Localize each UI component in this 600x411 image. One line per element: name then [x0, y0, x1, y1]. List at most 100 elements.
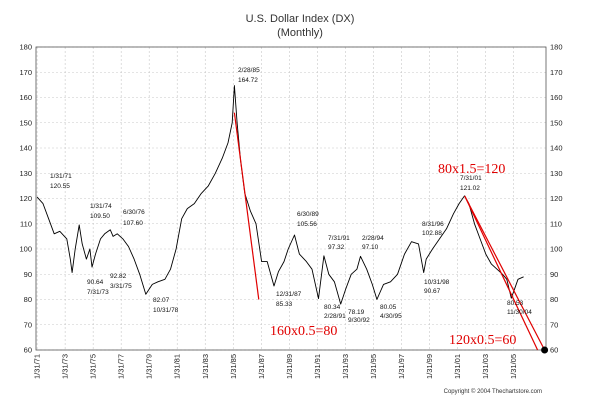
x-tick-12: 1/31/95 — [369, 354, 378, 379]
x-tick-16: 1/31/03 — [481, 354, 490, 379]
x-tick-3: 1/31/77 — [117, 354, 126, 379]
annotation-date-11: 9/30/92 — [348, 317, 370, 324]
y-axis-right: 60 70 80 90 100 110 120 130 140 150 160 170 180 — [550, 43, 563, 355]
y-tick-left-60: 60 — [24, 346, 32, 355]
note-80x1.5: 80x1.5=120 — [438, 162, 505, 177]
x-tick-0: 1/31/71 — [33, 354, 42, 379]
copyright-text: Copyright © 2004 Thechartstore.com — [444, 388, 542, 395]
annotation-date-8: 6/30/89 — [297, 211, 319, 218]
annotation-value-9: 97.32 — [328, 244, 345, 251]
annotation-date-16: 7/31/01 — [460, 175, 482, 182]
x-tick-6: 1/31/83 — [201, 354, 210, 379]
y-tick-right-160: 160 — [550, 93, 563, 102]
x-tick-5: 1/31/81 — [173, 354, 182, 379]
y-tick-right-180: 180 — [550, 43, 563, 52]
x-tick-9: 1/31/89 — [285, 354, 294, 379]
x-tick-2: 1/31/75 — [89, 354, 98, 379]
annotation-value-4: 107.60 — [123, 220, 143, 227]
annotation-value-14: 102.88 — [422, 230, 442, 237]
chart-subtitle: (Monthly) — [277, 27, 323, 39]
y-tick-left-80: 80 — [24, 295, 32, 304]
y-tick-right-130: 130 — [550, 169, 563, 178]
annotation-value-0: 120.55 — [50, 183, 70, 190]
annotation-date-1: 1/31/74 — [90, 203, 112, 210]
annotation-date-14: 8/31/96 — [422, 221, 444, 228]
annotation-date-17: 11/30/04 — [507, 309, 532, 316]
annotation-value-17: 80.53 — [507, 300, 524, 307]
annotation-date-9: 7/31/91 — [328, 235, 350, 242]
annotation-value-3: 92.82 — [110, 273, 127, 280]
chart-title: U.S. Dollar Index (DX) — [246, 13, 355, 25]
annotation-date-13: 4/30/95 — [380, 313, 402, 320]
y-tick-right-60: 60 — [550, 346, 558, 355]
price-series-layer — [36, 85, 524, 305]
y-tick-right-100: 100 — [550, 245, 563, 254]
trendline-1 — [464, 195, 539, 351]
annotation-date-0: 1/31/71 — [50, 173, 72, 180]
y-tick-left-120: 120 — [19, 194, 32, 203]
trendline-0 — [233, 112, 260, 300]
y-tick-left-180: 180 — [19, 43, 32, 52]
annotation-date-10: 2/28/91 — [324, 313, 346, 320]
annotation-date-2: 7/31/73 — [87, 289, 109, 296]
annotation-value-5: 82.07 — [153, 297, 170, 304]
x-tick-15: 1/31/01 — [453, 354, 462, 379]
x-tick-14: 1/31/99 — [425, 354, 434, 379]
y-tick-right-90: 90 — [550, 270, 558, 279]
annotation-date-7: 12/31/87 — [276, 291, 302, 298]
y-tick-left-90: 90 — [24, 270, 32, 279]
annotation-value-1: 109.50 — [90, 213, 110, 220]
note-160x0.5: 160x0.5=80 — [270, 324, 337, 339]
x-tick-13: 1/31/97 — [397, 354, 406, 379]
annotation-date-3: 3/31/75 — [110, 283, 132, 290]
y-axis-left: 60 70 80 90 100 110 120 130 140 150 160 170 180 — [19, 43, 32, 355]
x-tick-1: 1/31/73 — [61, 354, 70, 379]
y-tick-left-170: 170 — [19, 68, 32, 77]
annotation-date-15: 10/31/98 — [424, 279, 450, 286]
y-tick-right-170: 170 — [550, 68, 563, 77]
y-tick-left-100: 100 — [19, 245, 32, 254]
x-tick-8: 1/31/87 — [257, 354, 266, 379]
y-tick-left-130: 130 — [19, 169, 32, 178]
annotation-date-4: 6/30/76 — [123, 209, 145, 216]
y-tick-right-150: 150 — [550, 118, 563, 127]
x-tick-4: 1/31/79 — [145, 354, 154, 379]
plot-border — [35, 46, 547, 351]
x-tick-11: 1/31/93 — [341, 354, 350, 379]
x-axis: 1/31/71 1/31/73 1/31/75 1/31/77 1/31/79 1/31/… — [33, 354, 518, 379]
y-tick-right-120: 120 — [550, 194, 563, 203]
annotation-value-13: 80.05 — [380, 304, 397, 311]
y-tick-right-80: 80 — [550, 295, 558, 304]
trendline-2 — [464, 195, 546, 351]
y-tick-left-160: 160 — [19, 93, 32, 102]
annotation-value-11: 78.19 — [348, 309, 365, 316]
target-dot — [541, 346, 549, 354]
y-tick-right-140: 140 — [550, 144, 563, 153]
annotation-value-2: 90.64 — [87, 279, 104, 286]
annotation-value-6: 164.72 — [238, 77, 258, 84]
note-120x0.5: 120x0.5=60 — [449, 333, 516, 348]
x-tick-17: 1/31/05 — [509, 354, 518, 379]
annotation-date-6: 2/28/85 — [238, 67, 260, 74]
trendline-layer — [233, 112, 549, 354]
y-tick-right-110: 110 — [550, 219, 562, 228]
y-tick-left-150: 150 — [19, 118, 32, 127]
x-tick-10: 1/31/91 — [313, 354, 322, 379]
annotation-value-10: 80.34 — [324, 304, 341, 311]
y-tick-left-110: 110 — [20, 219, 32, 228]
annotation-date-5: 10/31/78 — [153, 307, 179, 314]
y-tick-right-70: 70 — [550, 320, 558, 329]
annotation-value-16: 121.02 — [460, 185, 480, 192]
annotation-value-12: 97.10 — [362, 244, 379, 251]
y-tick-left-70: 70 — [24, 320, 32, 329]
price-line — [36, 85, 524, 305]
y-tick-left-140: 140 — [19, 144, 32, 153]
annotation-value-7: 85.33 — [276, 301, 293, 308]
x-tick-7: 1/31/85 — [229, 354, 238, 379]
annotation-layer: 120.55 1/31/71 109.50 1/31/74 90.64 7/31/73 92… — [50, 67, 532, 324]
annotation-date-12: 2/28/94 — [362, 235, 384, 242]
annotation-value-15: 90.67 — [424, 288, 441, 295]
annotation-value-8: 105.56 — [297, 221, 317, 228]
